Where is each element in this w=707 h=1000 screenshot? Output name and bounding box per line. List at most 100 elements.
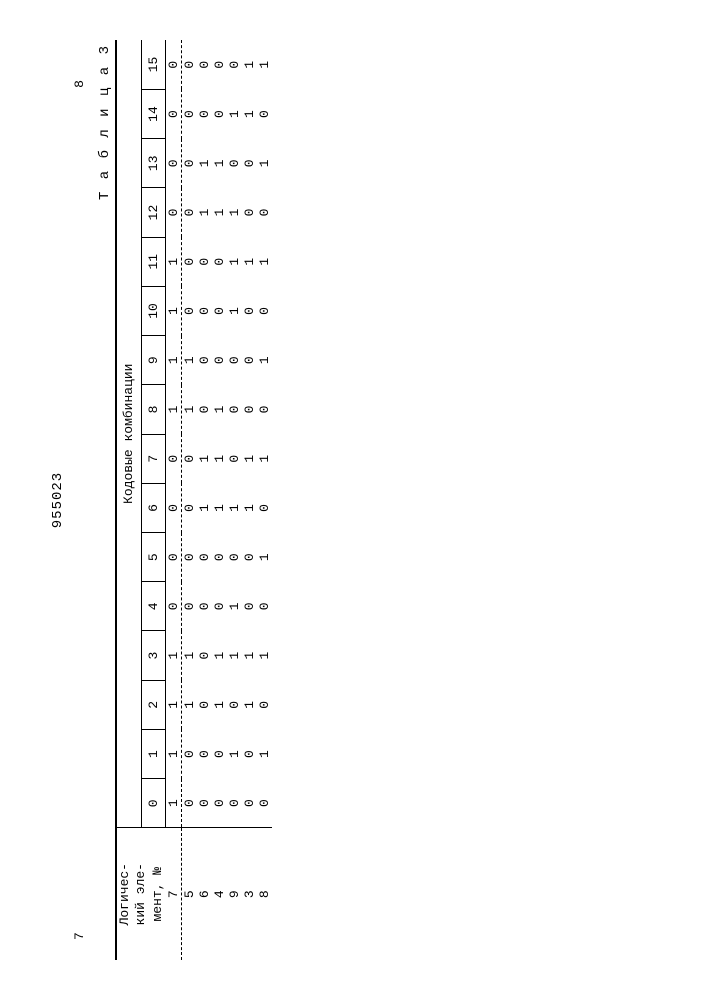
cell: 0 — [182, 483, 198, 532]
row-header-line-1: Логичес- — [117, 863, 132, 925]
col-6: 6 — [141, 483, 166, 532]
cell: 1 — [197, 434, 212, 483]
table-body: 7111100001111000050011000011000000600000… — [166, 40, 273, 960]
cell: 0 — [182, 188, 198, 237]
cell: 0 — [197, 729, 212, 778]
cell: 0 — [212, 729, 227, 778]
cell: 0 — [257, 89, 272, 138]
row-label: 4 — [212, 828, 227, 960]
col-7: 7 — [141, 434, 166, 483]
cell: 1 — [227, 483, 242, 532]
cell: 0 — [227, 434, 242, 483]
cell: 1 — [212, 631, 227, 680]
cell: 1 — [212, 434, 227, 483]
col-9: 9 — [141, 336, 166, 385]
cell: 0 — [166, 188, 182, 237]
cell: 0 — [182, 434, 198, 483]
row-label: 3 — [242, 828, 257, 960]
cell: 1 — [257, 533, 272, 582]
cell: 0 — [166, 89, 182, 138]
row-header-line-2: кий эле- — [133, 863, 148, 925]
cell: 1 — [182, 336, 198, 385]
cell: 0 — [166, 434, 182, 483]
page-number-left: 7 — [72, 932, 87, 940]
row-label: 8 — [257, 828, 272, 960]
cell: 0 — [212, 779, 227, 828]
cell: 0 — [166, 582, 182, 631]
cell: 0 — [242, 336, 257, 385]
cell: 0 — [197, 237, 212, 286]
cell: 0 — [212, 582, 227, 631]
cell: 1 — [212, 139, 227, 188]
cell: 0 — [227, 336, 242, 385]
cell: 1 — [242, 680, 257, 729]
cell: 0 — [166, 139, 182, 188]
col-10: 10 — [141, 286, 166, 335]
cell: 0 — [197, 779, 212, 828]
cell: 1 — [242, 237, 257, 286]
col-12: 12 — [141, 188, 166, 237]
cell: 1 — [166, 680, 182, 729]
cell: 0 — [166, 533, 182, 582]
cell: 1 — [166, 729, 182, 778]
cell: 1 — [227, 631, 242, 680]
cell: 1 — [242, 89, 257, 138]
cell: 0 — [212, 40, 227, 89]
cell: 0 — [182, 237, 198, 286]
cell: 0 — [257, 188, 272, 237]
cell: 0 — [257, 582, 272, 631]
cell: 1 — [197, 188, 212, 237]
cell: 0 — [242, 188, 257, 237]
cell: 1 — [242, 483, 257, 532]
cell: 0 — [197, 40, 212, 89]
page-numbers: 7 8 — [72, 40, 97, 960]
col-2: 2 — [141, 680, 166, 729]
cell: 1 — [242, 434, 257, 483]
col-11: 11 — [141, 237, 166, 286]
cell: 0 — [197, 89, 212, 138]
cell: 0 — [257, 779, 272, 828]
row-label: 9 — [227, 828, 242, 960]
data-table: Логичес- кий эле- мент, № Кодовые комбин… — [116, 40, 272, 960]
cell: 0 — [166, 483, 182, 532]
cell: 1 — [257, 631, 272, 680]
cell: 0 — [197, 533, 212, 582]
cell: 0 — [197, 631, 212, 680]
cell: 1 — [166, 779, 182, 828]
cell: 1 — [197, 139, 212, 188]
cell: 1 — [227, 188, 242, 237]
table-caption: Т а б л и ц а 3 — [97, 40, 113, 960]
row-label: 5 — [182, 828, 198, 960]
cell: 0 — [197, 582, 212, 631]
col-8: 8 — [141, 385, 166, 434]
col-14: 14 — [141, 89, 166, 138]
cell: 0 — [257, 680, 272, 729]
cell: 0 — [182, 40, 198, 89]
page: 955023 7 8 Т а б л и ц а 3 Логичес- кий … — [0, 0, 707, 1000]
group-header: Кодовые комбинации — [117, 40, 142, 828]
cell: 0 — [227, 40, 242, 89]
cell: 0 — [197, 680, 212, 729]
cell: 0 — [227, 533, 242, 582]
cell: 0 — [182, 533, 198, 582]
table-head: Логичес- кий эле- мент, № Кодовые комбин… — [117, 40, 166, 960]
table-row: 40011001110001100 — [212, 40, 227, 960]
page-number-right: 8 — [72, 80, 87, 88]
cell: 1 — [182, 680, 198, 729]
cell: 0 — [197, 385, 212, 434]
table-row: 60000001100001100 — [197, 40, 212, 960]
cell: 1 — [212, 483, 227, 532]
cell: 0 — [182, 729, 198, 778]
cell: 0 — [212, 237, 227, 286]
cell: 1 — [242, 631, 257, 680]
cell: 1 — [257, 139, 272, 188]
cell: 1 — [227, 237, 242, 286]
cell: 1 — [242, 40, 257, 89]
cell: 0 — [242, 533, 257, 582]
cell: 0 — [166, 40, 182, 89]
cell: 0 — [227, 779, 242, 828]
cell: 1 — [212, 385, 227, 434]
cell: 0 — [212, 336, 227, 385]
cell: 1 — [166, 385, 182, 434]
cell: 1 — [182, 631, 198, 680]
